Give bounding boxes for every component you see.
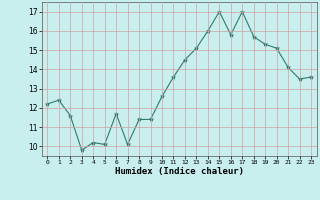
X-axis label: Humidex (Indice chaleur): Humidex (Indice chaleur): [115, 167, 244, 176]
